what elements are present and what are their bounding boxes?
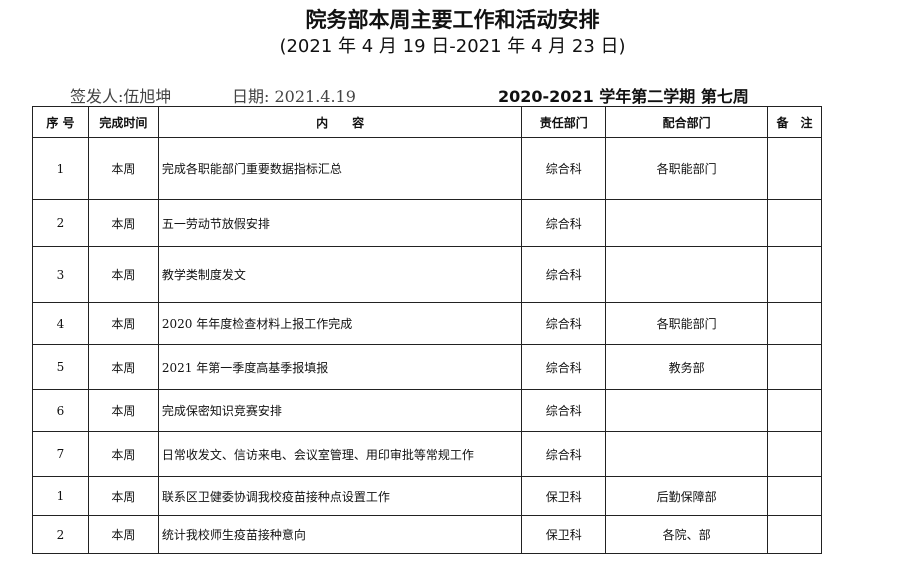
table-row: 3 本周 教学类制度发文 综合科 — [32, 246, 822, 303]
note — [767, 476, 822, 516]
responsible-dept: 保卫科 — [521, 515, 607, 554]
header-row: 序 号 完成时间 内 容 责任部门 配合部门 备 注 — [32, 106, 822, 138]
completion-time: 本周 — [87, 137, 159, 200]
table-row: 6 本周 完成保密知识竞赛安排 综合科 — [32, 389, 822, 432]
completion-time: 本周 — [87, 246, 159, 303]
document-title: 院务部本周主要工作和活动安排 — [305, 8, 600, 32]
table-row: 4 本周 2020 年年度检查材料上报工作完成 综合科 各职能部门 — [32, 302, 822, 345]
note — [767, 137, 822, 200]
table-row: 2 本周 五一劳动节放假安排 综合科 — [32, 199, 822, 247]
cooperating-dept — [605, 431, 768, 477]
note — [767, 199, 822, 247]
task-content: 五一劳动节放假安排 — [157, 199, 523, 247]
row-number: 2 — [32, 515, 89, 554]
task-content: 完成保密知识竞赛安排 — [157, 389, 523, 432]
header-dept: 责任部门 — [521, 106, 607, 138]
completion-time: 本周 — [87, 515, 159, 554]
date-range: (2021 年 4 月 19 日-2021 年 4 月 23 日) — [279, 36, 626, 57]
table-row: 7 本周 日常收发文、信访来电、会议室管理、用印审批等常规工作 综合科 — [32, 431, 822, 477]
task-content: 教学类制度发文 — [157, 246, 523, 303]
completion-time: 本周 — [87, 476, 159, 516]
task-content: 统计我校师生疫苗接种意向 — [157, 515, 523, 554]
header-coop: 配合部门 — [605, 106, 768, 138]
responsible-dept: 综合科 — [521, 431, 607, 477]
note — [767, 302, 822, 345]
cooperating-dept — [605, 246, 768, 303]
responsible-dept: 综合科 — [521, 246, 607, 303]
cooperating-dept: 各职能部门 — [605, 302, 768, 345]
schedule-table: 序 号 完成时间 内 容 责任部门 配合部门 备 注 1 本周 完成各职能部门重要数… — [32, 106, 822, 554]
header-time: 完成时间 — [87, 106, 159, 138]
table-row: 2 本周 统计我校师生疫苗接种意向 保卫科 各院、部 — [32, 515, 822, 554]
header-content: 内 容 — [157, 106, 523, 138]
responsible-dept: 综合科 — [521, 389, 607, 432]
responsible-dept: 综合科 — [521, 137, 607, 200]
row-number: 1 — [32, 137, 89, 200]
cooperating-dept: 各职能部门 — [605, 137, 768, 200]
completion-time: 本周 — [87, 199, 159, 247]
responsible-dept: 综合科 — [521, 302, 607, 345]
table-row: 1 本周 联系区卫健委协调我校疫苗接种点设置工作 保卫科 后勤保障部 — [32, 476, 822, 516]
completion-time: 本周 — [87, 389, 159, 432]
row-number: 3 — [32, 246, 89, 303]
row-number: 6 — [32, 389, 89, 432]
task-content: 2021 年第一季度高基季报填报 — [157, 344, 523, 390]
header-no: 序 号 — [32, 106, 89, 138]
completion-time: 本周 — [87, 431, 159, 477]
cooperating-dept — [605, 199, 768, 247]
table-row: 1 本周 完成各职能部门重要数据指标汇总 综合科 各职能部门 — [32, 137, 822, 200]
row-number: 1 — [32, 476, 89, 516]
note — [767, 389, 822, 432]
responsible-dept: 综合科 — [521, 199, 607, 247]
note — [767, 344, 822, 390]
row-number: 2 — [32, 199, 89, 247]
task-content: 完成各职能部门重要数据指标汇总 — [157, 137, 523, 200]
note — [767, 246, 822, 303]
responsible-dept: 综合科 — [521, 344, 607, 390]
note — [767, 515, 822, 554]
table-row: 5 本周 2021 年第一季度高基季报填报 综合科 教务部 — [32, 344, 822, 390]
cooperating-dept: 教务部 — [605, 344, 768, 390]
task-content: 日常收发文、信访来电、会议室管理、用印审批等常规工作 — [157, 431, 523, 477]
task-content: 2020 年年度检查材料上报工作完成 — [157, 302, 523, 345]
responsible-dept: 保卫科 — [521, 476, 607, 516]
cooperating-dept: 后勤保障部 — [605, 476, 768, 516]
issuer: 签发人:伍旭坤 — [70, 87, 172, 106]
row-number: 5 — [32, 344, 89, 390]
cooperating-dept — [605, 389, 768, 432]
row-number: 7 — [32, 431, 89, 477]
completion-time: 本周 — [87, 302, 159, 345]
row-number: 4 — [32, 302, 89, 345]
completion-time: 本周 — [87, 344, 159, 390]
term-week: 2020-2021 学年第二学期 第七周 — [498, 87, 749, 106]
issue-date: 日期: 2021.4.19 — [232, 87, 356, 106]
header-note: 备 注 — [767, 106, 822, 138]
note — [767, 431, 822, 477]
cooperating-dept: 各院、部 — [605, 515, 768, 554]
task-content: 联系区卫健委协调我校疫苗接种点设置工作 — [157, 476, 523, 516]
